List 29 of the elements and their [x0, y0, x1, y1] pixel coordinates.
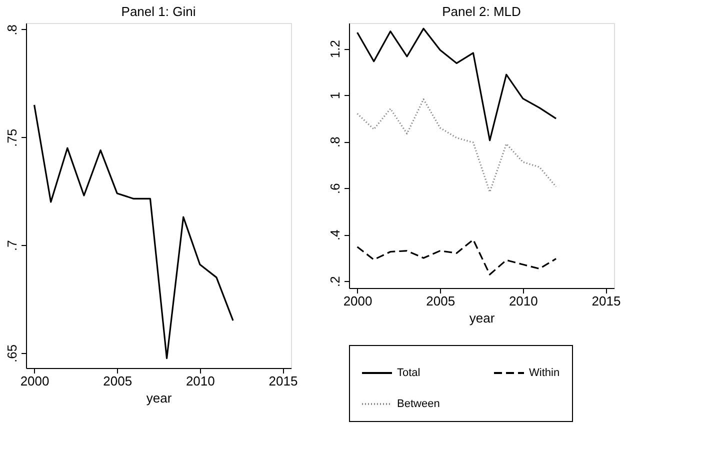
- x-axis-title: year: [469, 310, 496, 326]
- chart-title: Panel 2: MLD: [442, 4, 521, 19]
- line-series: [356, 238, 557, 276]
- x-tick-label: 2000: [343, 294, 372, 308]
- y-tick-label: .8: [4, 24, 20, 36]
- x-axis-title: year: [146, 390, 172, 406]
- x-tick-label: 2000: [20, 374, 50, 388]
- y-tick-label: .7: [4, 240, 20, 252]
- y-tick-label: .75: [4, 128, 20, 147]
- y-tick-label: .2: [328, 276, 342, 287]
- x-tick-label: 2015: [268, 374, 298, 388]
- legend-label: Between: [397, 398, 440, 410]
- x-tick-label: 2010: [508, 294, 538, 308]
- x-tick-label: 2005: [103, 374, 132, 388]
- y-tick-label: .4: [328, 230, 342, 240]
- x-tick-label: 2005: [426, 294, 456, 308]
- x-tick-label: 2010: [186, 374, 215, 388]
- y-tick-label: .65: [4, 344, 20, 362]
- x-tick-label: 2015: [592, 294, 621, 308]
- line-series: [33, 104, 234, 360]
- line-series: [356, 28, 557, 142]
- line-series: [356, 98, 557, 193]
- y-tick-label: .8: [328, 136, 342, 148]
- legend-label: Within: [529, 367, 560, 379]
- y-tick-label: 1.2: [328, 40, 342, 58]
- legend-label: Total: [397, 367, 420, 379]
- y-tick-label: .6: [328, 183, 342, 194]
- y-tick-label: 1: [328, 92, 342, 100]
- chart-title: Panel 1: Gini: [121, 4, 196, 19]
